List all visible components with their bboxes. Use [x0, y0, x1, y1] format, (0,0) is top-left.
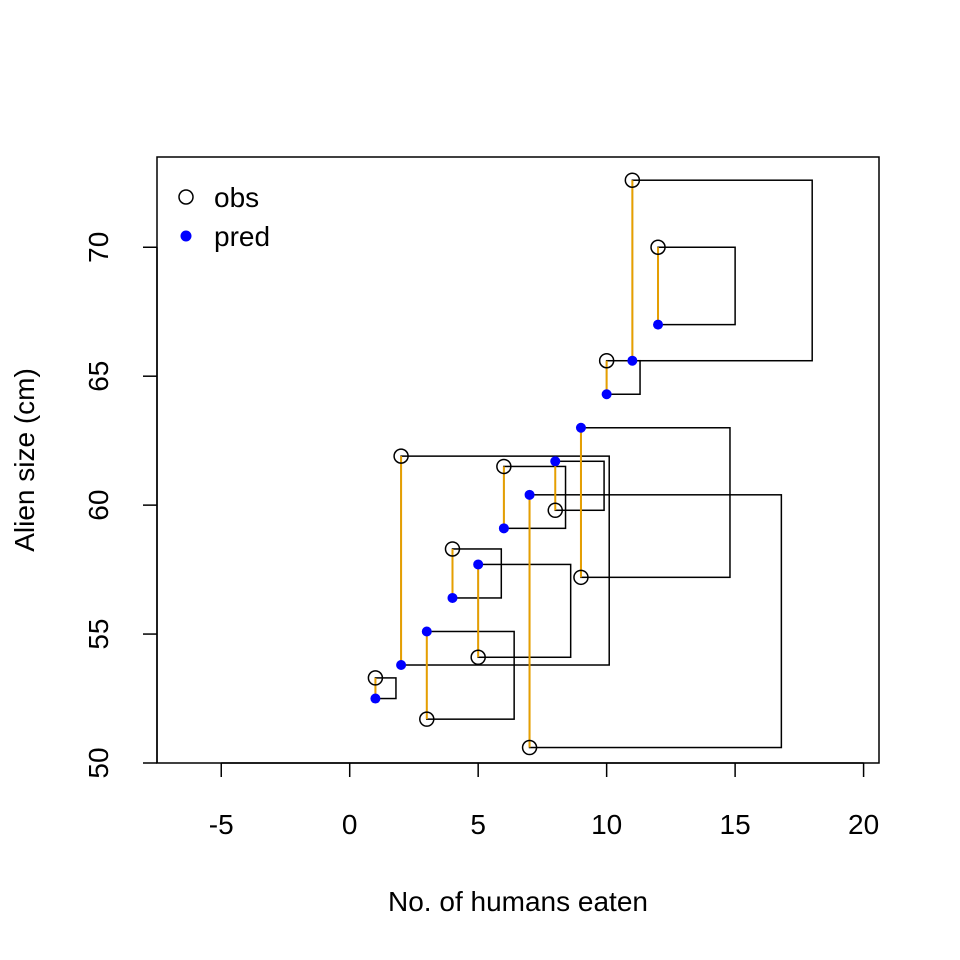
- x-tick-label: 15: [720, 809, 751, 840]
- y-tick-label: 65: [83, 361, 114, 392]
- x-axis: -5 0 5 10 15 20: [209, 762, 879, 840]
- residual-square: [400, 455, 610, 666]
- obs-points: [367, 172, 666, 756]
- residual-square: [426, 630, 515, 720]
- x-tick-label: -5: [209, 809, 234, 840]
- y-tick-label: 60: [83, 490, 114, 521]
- obs-point: [444, 541, 461, 557]
- pred-point: [575, 422, 586, 433]
- pred-point: [473, 559, 484, 570]
- pred-point: [653, 319, 664, 330]
- y-tick-label: 70: [83, 232, 114, 263]
- residual-square: [451, 548, 503, 599]
- pred-point: [601, 389, 612, 400]
- y-axis-label: Alien size (cm): [9, 368, 40, 552]
- pred-point: [550, 456, 561, 467]
- x-tick-label: 0: [342, 809, 358, 840]
- residual-square: [528, 494, 783, 749]
- obs-point: [470, 649, 486, 666]
- x-tick-label: 10: [591, 809, 622, 840]
- residual-square: [580, 427, 731, 579]
- legend-pred-label: pred: [214, 221, 270, 252]
- legend: obs pred: [178, 182, 270, 252]
- legend-obs-symbol: [178, 189, 194, 205]
- obs-point: [573, 569, 589, 586]
- residual-squares: [374, 179, 813, 749]
- residual-square: [631, 179, 813, 362]
- y-tick-label: 55: [83, 618, 114, 649]
- residual-square: [477, 563, 572, 659]
- obs-point: [367, 670, 384, 686]
- obs-point: [496, 458, 512, 475]
- pred-point: [421, 626, 432, 637]
- x-tick-label: 5: [470, 809, 486, 840]
- pred-point: [396, 660, 407, 671]
- residual-square: [554, 460, 605, 512]
- residual-square: [503, 465, 567, 530]
- obs-point: [547, 502, 564, 519]
- y-axis: 50 55 60 65 70: [83, 232, 158, 779]
- pred-point: [370, 693, 381, 704]
- obs-point: [598, 352, 615, 369]
- obs-point: [624, 172, 641, 188]
- pred-point: [447, 592, 458, 603]
- obs-point: [650, 239, 666, 256]
- pred-points: [370, 319, 664, 704]
- x-axis-label: No. of humans eaten: [388, 886, 648, 917]
- y-tick-label: 50: [83, 747, 114, 778]
- x-tick-label: 20: [848, 809, 879, 840]
- residual-square: [657, 246, 736, 326]
- pred-point: [627, 355, 638, 366]
- pred-point: [524, 489, 535, 500]
- pred-point: [498, 523, 509, 534]
- obs-point: [521, 739, 538, 756]
- obs-point: [419, 711, 435, 727]
- legend-obs-label: obs: [214, 182, 259, 213]
- legend-pred-symbol: [180, 230, 192, 242]
- obs-point: [393, 448, 409, 464]
- residual-lines: [374, 180, 660, 748]
